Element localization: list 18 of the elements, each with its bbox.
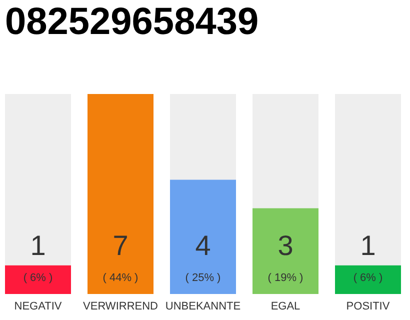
bar — [335, 265, 401, 294]
x-tick-label: POSITIV — [346, 300, 390, 312]
annotation: ( 6% ) — [23, 272, 53, 284]
x-tick-label: EGAL — [270, 300, 300, 312]
annotation: ( 19% ) — [268, 272, 304, 284]
bar — [5, 265, 71, 294]
data-label: 4 — [195, 230, 211, 261]
x-tick-label: UNBEKANNTE — [165, 300, 241, 312]
annotation: ( 6% ) — [353, 272, 383, 284]
data-label: 1 — [360, 230, 376, 261]
annotation: ( 44% ) — [102, 272, 138, 284]
data-label: 3 — [278, 230, 294, 261]
data-label: 1 — [30, 230, 46, 261]
data-label: 7 — [112, 230, 128, 261]
x-tick-label: VERWIRREND — [83, 300, 158, 312]
chart-title: 082529658439 — [5, 1, 259, 43]
annotation: ( 25% ) — [185, 272, 221, 284]
x-tick-label: NEGATIV — [14, 300, 62, 312]
